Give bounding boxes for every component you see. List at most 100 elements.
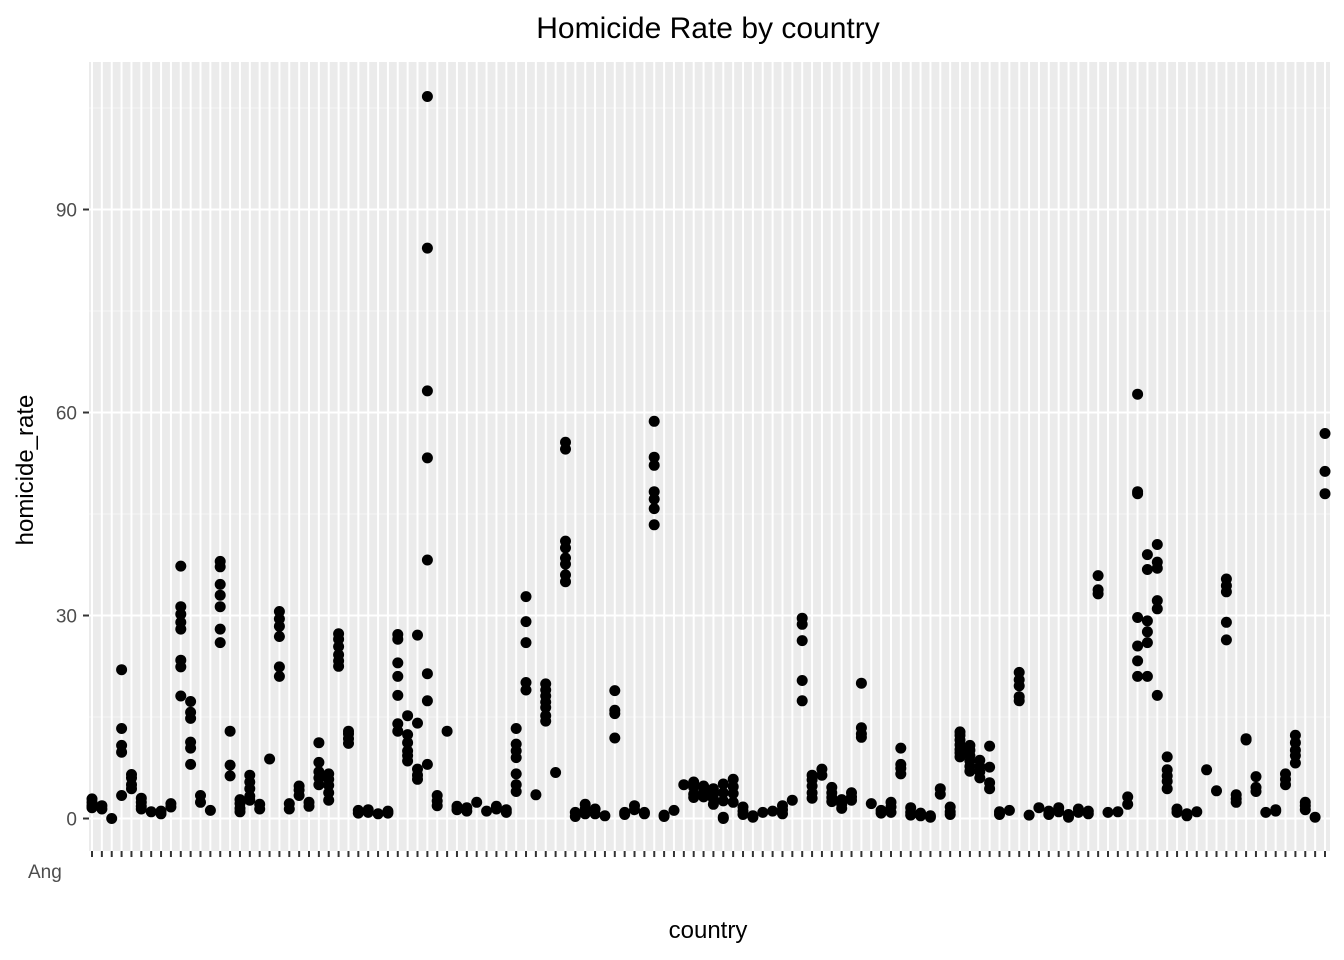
data-point <box>1141 670 1153 682</box>
data-point <box>214 623 226 635</box>
data-point <box>717 813 729 824</box>
data-point <box>1112 806 1124 818</box>
data-points <box>86 91 1331 824</box>
data-point <box>1230 796 1242 808</box>
data-point <box>135 803 147 815</box>
data-point <box>648 493 660 505</box>
data-point <box>461 805 473 817</box>
data-point <box>550 767 562 778</box>
data-point <box>273 661 285 673</box>
data-point <box>1151 689 1163 701</box>
data-point <box>214 637 226 649</box>
data-point <box>796 695 808 707</box>
data-point <box>895 768 907 780</box>
data-point <box>1151 562 1163 574</box>
data-point <box>1023 809 1035 821</box>
data-point <box>224 759 236 771</box>
data-point <box>431 800 443 812</box>
data-point <box>421 758 433 770</box>
y-tick-label: 60 <box>56 404 77 425</box>
data-point <box>560 576 571 588</box>
data-point <box>658 811 670 822</box>
data-point <box>175 661 187 673</box>
data-point <box>1132 640 1144 652</box>
data-point <box>1171 806 1183 818</box>
y-tick-label: 30 <box>56 607 77 628</box>
data-point <box>175 623 187 635</box>
data-point <box>1132 612 1144 623</box>
data-point <box>974 772 986 784</box>
data-point <box>954 751 966 763</box>
data-point <box>96 803 108 815</box>
data-point <box>273 620 285 632</box>
data-point <box>155 808 167 820</box>
data-point <box>313 756 325 768</box>
data-point <box>678 779 690 791</box>
grid-major <box>89 62 1330 851</box>
data-point <box>1082 808 1094 820</box>
data-point <box>668 804 680 816</box>
data-point <box>629 804 640 816</box>
data-point <box>1151 595 1163 607</box>
data-point <box>1289 757 1301 769</box>
data-point <box>737 809 749 820</box>
data-point <box>520 637 532 649</box>
data-point <box>816 769 828 781</box>
data-point <box>451 804 463 816</box>
data-point <box>106 813 118 824</box>
data-point <box>826 796 838 808</box>
data-point <box>421 452 433 464</box>
data-point <box>944 809 956 820</box>
data-point <box>204 804 216 816</box>
data-point <box>510 786 522 797</box>
data-point <box>579 808 591 820</box>
data-point <box>924 811 936 823</box>
data-point <box>224 725 236 737</box>
data-point <box>362 806 374 818</box>
data-point <box>1211 785 1222 797</box>
data-point <box>836 802 848 814</box>
data-point <box>283 803 295 815</box>
data-point <box>1151 603 1163 615</box>
data-point <box>510 723 522 734</box>
data-point <box>214 578 226 590</box>
data-point <box>520 591 532 603</box>
data-point <box>1132 655 1144 667</box>
data-point <box>688 792 700 803</box>
data-point <box>727 796 739 808</box>
data-point <box>1250 786 1262 797</box>
data-point <box>619 809 631 820</box>
data-point <box>915 810 927 822</box>
data-point <box>1319 488 1331 500</box>
data-point <box>1053 806 1065 818</box>
data-point <box>895 742 907 754</box>
data-point <box>1141 626 1153 638</box>
data-point <box>806 792 818 804</box>
data-point <box>313 737 325 749</box>
data-point <box>116 723 128 734</box>
data-point <box>727 788 739 799</box>
data-point <box>1063 811 1074 823</box>
data-point <box>116 790 128 801</box>
data-point <box>609 732 621 744</box>
data-point <box>254 803 266 815</box>
data-point <box>786 794 798 806</box>
data-point <box>994 809 1005 820</box>
data-point <box>1013 680 1025 692</box>
data-point <box>1309 811 1321 823</box>
x-axis-title: country <box>669 917 748 944</box>
data-point <box>865 798 877 810</box>
data-point <box>185 742 197 754</box>
data-point <box>500 806 512 818</box>
data-point <box>1092 588 1104 600</box>
data-point <box>1181 810 1193 822</box>
data-point <box>560 443 571 455</box>
data-point <box>885 806 897 818</box>
data-point <box>648 459 660 471</box>
data-point <box>717 795 729 807</box>
data-point <box>372 808 384 820</box>
data-point <box>796 675 808 686</box>
data-point <box>707 798 719 810</box>
data-point <box>984 740 996 752</box>
data-point <box>116 746 128 758</box>
